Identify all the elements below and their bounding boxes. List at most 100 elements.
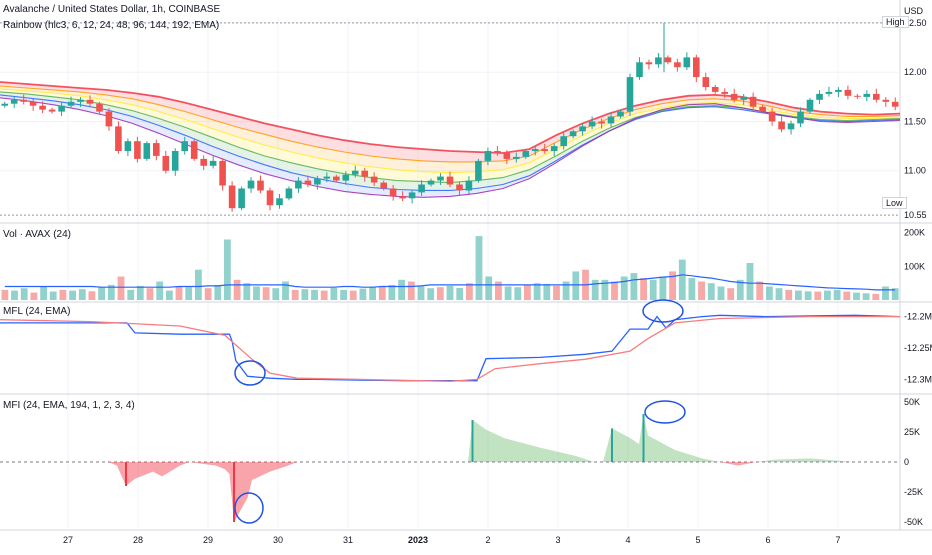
candle-body (626, 77, 634, 112)
volume-legend[interactable]: Vol · AVAX (24) (3, 229, 71, 240)
candle-body (816, 93, 823, 100)
volume-bar (891, 288, 899, 300)
candle-body (749, 96, 757, 107)
volume-bar (301, 289, 309, 300)
candle-body (209, 160, 217, 166)
candle-body (20, 99, 27, 102)
volume-bar (311, 289, 318, 300)
mfl-y-tick: -12.3M (904, 374, 932, 384)
mfi-y-tick: 25K (904, 427, 920, 437)
x-axis-tick: 7 (835, 535, 840, 545)
volume-bar (601, 279, 609, 300)
high-tag: High (882, 16, 909, 28)
volume-bar (127, 289, 135, 300)
candle-body (153, 143, 160, 156)
volume-bar (11, 290, 18, 300)
candle-body (134, 141, 141, 159)
rainbow-legend[interactable]: Rainbow (hlc3, 6, 12, 24, 48, 96, 144, 1… (3, 20, 220, 31)
candle-body (835, 89, 842, 92)
annotation-circle-mfi-top (644, 400, 686, 424)
candle-body (228, 185, 236, 209)
x-axis-tick: 28 (133, 535, 143, 545)
volume-bar (678, 259, 686, 300)
candle-body (77, 99, 84, 102)
volume-bar (746, 263, 754, 300)
candle-body (475, 160, 482, 181)
volume-bar (591, 279, 599, 300)
mfi-y-tick: -25K (904, 487, 923, 497)
volume-bar (514, 287, 522, 300)
candle-body (342, 174, 350, 181)
candle-body (266, 190, 274, 206)
volume-bar (349, 290, 357, 300)
candle-body (200, 158, 207, 166)
candle-body (617, 111, 624, 117)
candle-body (399, 196, 406, 199)
volume-bar (78, 289, 86, 300)
mfl-legend[interactable]: MFL (24, EMA) (3, 306, 71, 317)
candle-body (143, 143, 151, 159)
candle-body (768, 111, 776, 122)
candle-body (238, 188, 245, 209)
candle-body (645, 62, 653, 65)
candle-body (351, 170, 359, 175)
volume-bar (398, 279, 405, 300)
volume-bar (630, 273, 638, 300)
volume-ma-line (4, 274, 896, 291)
candle-body (674, 62, 681, 68)
candle-body (304, 180, 312, 185)
candle-body (29, 101, 37, 106)
candle-body (39, 105, 46, 110)
volume-bar (669, 271, 676, 300)
candle-body (465, 180, 473, 191)
low-tag: Low (882, 197, 907, 209)
candle-body (370, 176, 378, 183)
candle-body (105, 111, 113, 127)
x-axis-tick: 30 (273, 535, 283, 545)
volume-bar (146, 288, 154, 300)
volume-bar (562, 281, 570, 300)
volume-bar (485, 276, 493, 300)
volume-bar (882, 286, 889, 300)
volume-bar (253, 286, 260, 300)
volume-y-tick: 200K (904, 228, 925, 238)
candle-body (873, 93, 880, 100)
mfi-legend[interactable]: MFI (24, EMA, 194, 1, 2, 3, 4) (3, 400, 135, 411)
candle-body (891, 101, 899, 107)
rainbow-line-5 (0, 97, 901, 198)
volume-bar (369, 286, 376, 300)
volume-bar (30, 292, 38, 300)
volume-bar (98, 287, 105, 300)
candle-body (787, 123, 795, 130)
candle-body (247, 180, 255, 189)
candle-body (124, 141, 132, 152)
candle-body (863, 93, 871, 97)
candle-body (323, 176, 331, 179)
volume-bar (214, 284, 222, 300)
mfi-y-tick: 50K (904, 397, 920, 407)
x-axis-tick: 27 (63, 535, 73, 545)
candle-body (655, 57, 662, 65)
volume-bar (475, 236, 483, 300)
volume-bar (417, 286, 425, 300)
volume-bar (388, 284, 396, 300)
candle-body (437, 176, 444, 181)
candle-body (86, 99, 94, 104)
volume-bar (649, 279, 657, 300)
candle-body (721, 91, 728, 94)
candle-body (531, 149, 539, 152)
price-y-tick: 11.50 (904, 116, 926, 126)
candle-body (730, 93, 738, 100)
volume-bar (262, 287, 270, 300)
volume-bar (833, 289, 841, 300)
mfi-y-tick: -50K (904, 517, 923, 527)
rainbow-line-4 (0, 94, 901, 191)
volume-bar (243, 283, 251, 300)
volume-bar (427, 288, 435, 300)
candle-body (10, 99, 18, 104)
candle-body (598, 121, 605, 124)
candle-body (702, 77, 710, 87)
price-y-tick: 12.50 (904, 18, 927, 28)
candle-body (190, 141, 198, 159)
